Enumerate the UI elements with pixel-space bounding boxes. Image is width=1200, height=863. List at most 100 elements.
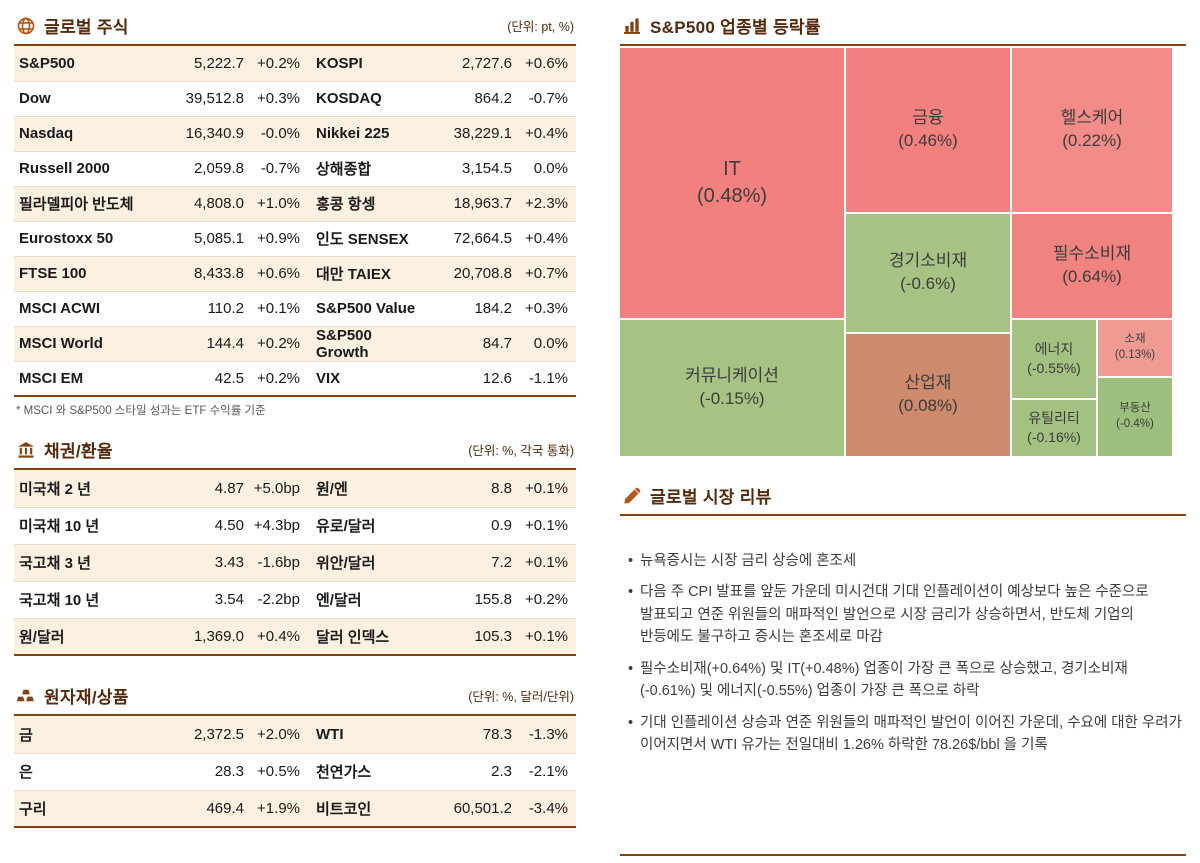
cell-label: FTSE 100 [14,256,164,292]
cell-value: 155.8 [428,581,518,619]
tile-value: (0.46%) [898,131,958,150]
cell-value: 1,369.0 [164,618,250,656]
review-header: 글로벌 시장 리뷰 [620,480,1186,516]
section-market-review: 글로벌 시장 리뷰 뉴욕증시는 시장 금리 상승에 혼조세 다음 주 CPI 발… [620,480,1186,856]
cell-label: 원/엔 [308,470,428,508]
cell-change: 0.0% [518,151,576,187]
section-title: 글로벌 주식 [44,18,129,37]
global-stocks-header: 글로벌 주식 (단위: pt, %) [14,10,576,46]
cell-change: +2.3% [518,186,576,222]
cell-label: 위안/달러 [308,544,428,582]
review-body: 뉴욕증시는 시장 금리 상승에 혼조세 다음 주 CPI 발표를 앞둔 가운데 … [620,516,1186,856]
section-title: S&P500 업종별 등락률 [650,18,821,37]
cell-value: 72,664.5 [428,221,518,257]
cell-value: 3.43 [164,544,250,582]
cell-value: 2,372.5 [164,716,250,754]
cell-label: KOSPI [308,46,428,82]
cell-change: +0.3% [518,291,576,327]
tile-name: 소재 [1124,333,1146,346]
stocks-footnote: * MSCI 와 S&P500 스타일 성과는 ETF 수익률 기준 [16,405,266,417]
tile-name: 금융 [912,108,944,128]
unit-label: (단위: %, 각국 통화) [468,444,574,458]
treemap-tile-financials: 금융 (0.46%) [846,48,1010,212]
cell-label: Eurostoxx 50 [14,221,164,257]
cell-label: 천연가스 [308,753,428,791]
cell-label: WTI [308,716,428,754]
global-stocks-table: S&P500 5,222.7 +0.2% KOSPI 2,727.6 +0.6% Dow 3… [14,46,576,397]
cell-value: 3,154.5 [428,151,518,187]
cell-value: 0.9 [428,507,518,545]
tile-value: (-0.15%) [699,389,765,408]
treemap-tile-energy: 에너지 (-0.55%) [1012,320,1096,398]
cell-change: +0.5% [250,753,308,791]
cell-label: 국고채 3 년 [14,544,164,582]
table-row: FTSE 100 8,433.8 +0.6% 대만 TAIEX 20,708.8 +0.7… [14,256,576,292]
sector-treemap: IT (0.48%) 금융 (0.46%) 헬스케어 (0.22%) 경기소비재… [620,48,1186,456]
cell-label: S&P500 [14,46,164,82]
cell-value: 18,963.7 [428,186,518,222]
cell-value: 4,808.0 [164,186,250,222]
section-title: 채권/환율 [44,442,113,461]
cell-change: +5.0bp [250,470,308,508]
table-row: Nasdaq 16,340.9 -0.0% Nikkei 225 38,229.1 +0.… [14,116,576,152]
cell-value: 42.5 [164,361,250,397]
table-row: MSCI EM 42.5 +0.2% VIX 12.6 -1.1% [14,361,576,397]
cell-label: Nasdaq [14,116,164,152]
table-row: 국고채 3 년 3.43 -1.6bp 위안/달러 7.2 +0.1% [14,544,576,582]
cell-value: 38,229.1 [428,116,518,152]
cell-value: 5,085.1 [164,221,250,257]
cell-change: +0.1% [518,470,576,508]
cell-change: +0.2% [250,361,308,397]
cell-change: -2.2bp [250,581,308,619]
cell-label: 유로/달러 [308,507,428,545]
review-bullet: 다음 주 CPI 발표를 앞둔 가운데 미시건대 기대 인플레이션이 예상보다 … [626,581,1182,648]
cell-value: 4.87 [164,470,250,508]
cell-value: 110.2 [164,291,250,327]
cell-label: 미국채 10 년 [14,507,164,545]
cell-change: -1.1% [518,361,576,397]
bank-icon [16,440,36,460]
cell-value: 84.7 [428,326,518,362]
commodities-table: 금 2,372.5 +2.0% WTI 78.3 -1.3% 은 28.3 +0.5% 천연가스… [14,716,576,828]
tile-value: (0.22%) [1062,131,1122,150]
cell-change: +0.9% [250,221,308,257]
treemap-tile-materials: 소재 (0.13%) [1098,320,1172,376]
cell-value: 4.50 [164,507,250,545]
cell-label: S&P500 Value [308,291,428,327]
cell-change: +0.6% [250,256,308,292]
treemap-tile-healthcare: 헬스케어 (0.22%) [1012,48,1172,212]
cell-label: 금 [14,716,164,754]
review-bullet: 뉴욕증시는 시장 금리 상승에 혼조세 [626,550,1182,573]
cell-value: 3.54 [164,581,250,619]
cell-label: KOSDAQ [308,81,428,117]
bonds-fx-header: 채권/환율 (단위: %, 각국 통화) [14,434,576,470]
cell-label: VIX [308,361,428,397]
commodities-header: 원자재/상품 (단위: %, 달러/단위) [14,680,576,716]
cell-change: +0.2% [250,326,308,362]
cell-label: 필라델피아 반도체 [14,186,164,222]
cell-value: 78.3 [428,716,518,754]
cell-value: 2.3 [428,753,518,791]
cell-change: -1.3% [518,716,576,754]
tile-value: (-0.4%) [1116,418,1154,430]
cell-change: 0.0% [518,326,576,362]
cell-change: -0.7% [518,81,576,117]
cell-label: 구리 [14,790,164,828]
cell-change: +0.4% [250,618,308,656]
cell-label: 미국채 2 년 [14,470,164,508]
cell-change: +4.3bp [250,507,308,545]
tile-name: 유틸리티 [1028,410,1080,427]
cell-change: +0.4% [518,221,576,257]
tile-name: 헬스케어 [1060,108,1124,128]
tile-value: (0.48%) [696,185,768,207]
cell-value: 12.6 [428,361,518,397]
cell-value: 20,708.8 [428,256,518,292]
tile-name: 산업재 [904,373,952,393]
tile-value: (0.08%) [898,396,958,415]
cell-value: 28.3 [164,753,250,791]
cell-change: +2.0% [250,716,308,754]
table-row: Russell 2000 2,059.8 -0.7% 상해종합 3,154.5 0.0% [14,151,576,187]
bar-chart-icon [622,16,642,36]
cell-label: MSCI World [14,326,164,362]
cell-change: +0.1% [250,291,308,327]
